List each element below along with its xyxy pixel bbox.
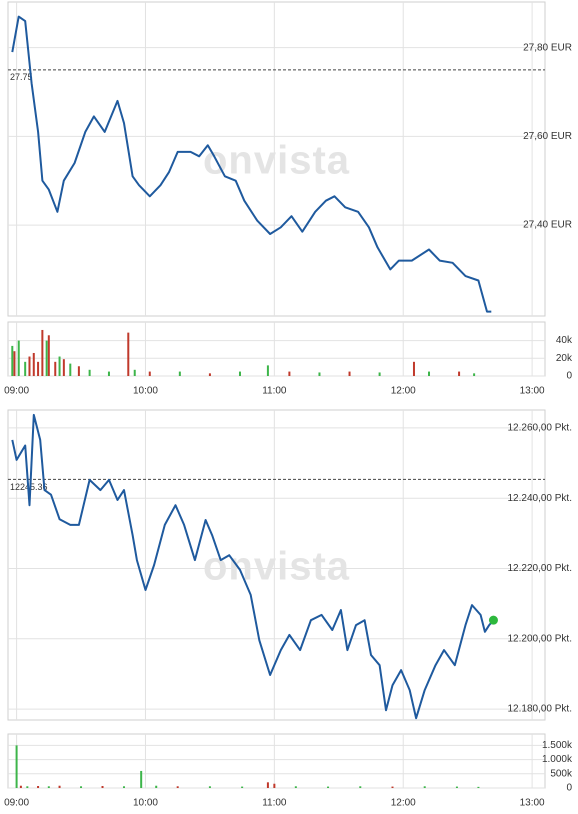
volume-bar bbox=[26, 786, 29, 788]
y-tick-label: 12.180,00 Pkt. bbox=[508, 704, 573, 715]
volume-bar bbox=[28, 356, 31, 376]
volume-bar bbox=[208, 373, 211, 376]
volume-bar bbox=[428, 371, 431, 376]
volume-bar bbox=[54, 361, 57, 376]
volume-bar bbox=[47, 786, 50, 788]
volume-tick-label: 1.000k bbox=[542, 754, 573, 765]
y-tick-label: 27,60 EUR bbox=[523, 131, 572, 142]
x-tick-label: 10:00 bbox=[133, 386, 158, 397]
watermark: onvista bbox=[203, 545, 350, 589]
volume-bar bbox=[477, 786, 480, 788]
volume-bar bbox=[13, 351, 16, 376]
volume-bar bbox=[266, 782, 269, 788]
x-tick-label: 11:00 bbox=[262, 798, 287, 809]
volume-bar bbox=[107, 371, 110, 376]
volume-bar bbox=[238, 371, 241, 376]
y-tick-label: 12.260,00 Pkt. bbox=[508, 423, 573, 434]
price-line bbox=[11, 15, 492, 313]
volume-bar bbox=[80, 786, 83, 788]
volume-bar bbox=[133, 369, 136, 376]
volume-bar bbox=[266, 365, 269, 376]
volume-bar bbox=[122, 786, 125, 788]
volume-bar bbox=[32, 352, 35, 376]
x-tick-label: 13:00 bbox=[520, 798, 545, 809]
volume-tick-label: 40k bbox=[556, 335, 573, 346]
volume-bar bbox=[473, 373, 476, 376]
volume-bar bbox=[378, 372, 381, 376]
y-tick-label: 12.240,00 Pkt. bbox=[508, 493, 573, 504]
volume-bar bbox=[359, 786, 362, 788]
volume-bar bbox=[273, 783, 276, 788]
volume-bar bbox=[101, 786, 104, 788]
volume-bar bbox=[423, 786, 426, 788]
volume-frame bbox=[7, 733, 546, 789]
volume-tick-label: 500k bbox=[550, 768, 573, 779]
plot-frame bbox=[7, 409, 546, 721]
volume-bar bbox=[391, 786, 394, 788]
volume-bar bbox=[176, 786, 179, 788]
reference-label: 27.75 bbox=[10, 72, 33, 82]
y-tick-label: 12.200,00 Pkt. bbox=[508, 633, 573, 644]
price-line bbox=[11, 413, 495, 720]
volume-bar bbox=[77, 366, 80, 376]
volume-bar bbox=[178, 371, 181, 376]
volume-bar bbox=[241, 786, 244, 788]
x-tick-label: 12:00 bbox=[391, 386, 416, 397]
volume-bar bbox=[155, 785, 158, 788]
volume-bar bbox=[294, 786, 297, 788]
volume-bar bbox=[88, 369, 91, 376]
volume-bar bbox=[37, 361, 40, 376]
volume-bar bbox=[69, 363, 72, 376]
volume-bar bbox=[58, 785, 61, 788]
volume-tick-label: 1.500k bbox=[542, 740, 573, 751]
last-point bbox=[488, 615, 498, 625]
watermark: onvista bbox=[203, 139, 350, 183]
volume-bar bbox=[11, 345, 14, 376]
x-tick-label: 12:00 bbox=[391, 798, 416, 809]
volume-bar bbox=[127, 332, 130, 376]
volume-bar bbox=[45, 340, 48, 376]
volume-bar bbox=[24, 361, 27, 376]
volume-tick-label: 20k bbox=[556, 353, 573, 364]
volume-bar bbox=[288, 371, 291, 376]
volume-bar bbox=[318, 372, 321, 376]
volume-bar bbox=[47, 335, 50, 376]
x-tick-label: 09:00 bbox=[4, 386, 29, 397]
volume-bar bbox=[348, 371, 351, 376]
volume-bar bbox=[41, 329, 44, 376]
volume-bar bbox=[17, 340, 20, 376]
volume-bar bbox=[455, 786, 458, 788]
volume-bar bbox=[140, 770, 143, 788]
volume-bar bbox=[327, 786, 330, 788]
volume-bar bbox=[412, 361, 415, 376]
volume-tick-label: 0 bbox=[566, 371, 572, 382]
volume-bar bbox=[458, 371, 461, 376]
volume-frame bbox=[7, 321, 546, 377]
plot-frame bbox=[7, 1, 546, 317]
y-tick-label: 27,80 EUR bbox=[523, 42, 572, 53]
volume-bar bbox=[15, 745, 18, 788]
volume-bar bbox=[19, 785, 22, 788]
volume-bar bbox=[208, 786, 211, 788]
y-tick-label: 27,40 EUR bbox=[523, 220, 572, 231]
volume-bar bbox=[58, 356, 61, 376]
volume-bar bbox=[37, 786, 40, 788]
x-tick-label: 11:00 bbox=[262, 386, 287, 397]
x-tick-label: 10:00 bbox=[133, 798, 158, 809]
x-tick-label: 09:00 bbox=[4, 798, 29, 809]
y-tick-label: 12.220,00 Pkt. bbox=[508, 563, 573, 574]
volume-bar bbox=[148, 371, 151, 376]
x-tick-label: 13:00 bbox=[520, 386, 545, 397]
volume-tick-label: 0 bbox=[566, 783, 572, 794]
volume-bar bbox=[62, 359, 65, 376]
